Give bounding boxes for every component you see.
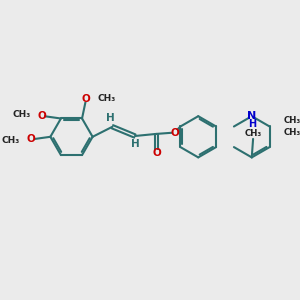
Text: CH₃: CH₃ (2, 136, 20, 145)
Text: H: H (248, 118, 256, 129)
Text: H: H (131, 140, 140, 149)
Bar (248, 113, 255, 119)
Text: N: N (247, 111, 256, 121)
Text: CH₃: CH₃ (244, 129, 262, 138)
Bar (154, 150, 159, 156)
Bar (172, 130, 177, 136)
Text: O: O (27, 134, 36, 144)
Text: CH₃: CH₃ (283, 128, 300, 137)
Text: CH₃: CH₃ (97, 94, 115, 103)
Text: CH₃: CH₃ (13, 110, 31, 119)
Bar (133, 142, 137, 147)
Text: O: O (82, 94, 90, 104)
Text: H: H (106, 113, 115, 123)
Text: O: O (170, 128, 179, 138)
Bar (108, 116, 112, 121)
Text: O: O (152, 148, 161, 158)
Bar (84, 97, 88, 102)
Bar (29, 136, 34, 142)
Text: O: O (38, 111, 46, 121)
Text: CH₃: CH₃ (283, 116, 300, 125)
Bar (40, 113, 44, 119)
